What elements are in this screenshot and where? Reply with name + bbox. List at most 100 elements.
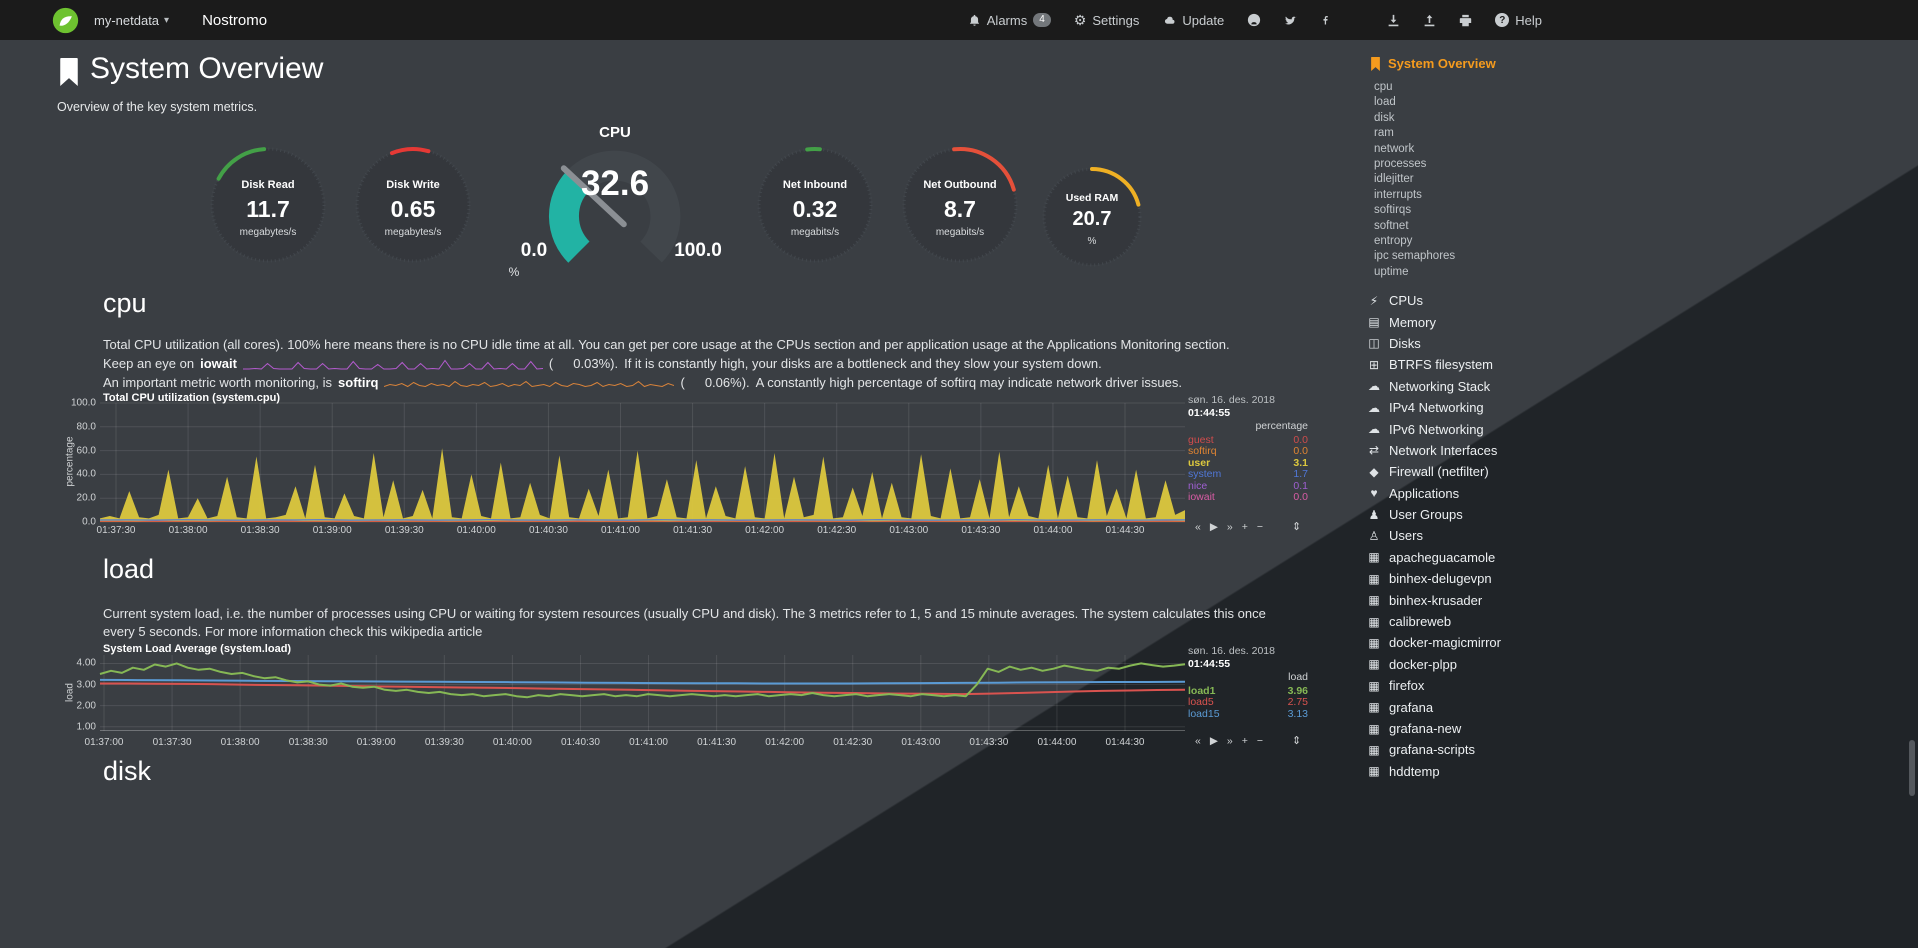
- softirq-sparkline[interactable]: [384, 377, 675, 390]
- sidebar-section-item[interactable]: ♟ User Groups: [1366, 504, 1501, 525]
- sidebar-subitem[interactable]: processes: [1374, 158, 1427, 171]
- sidebar-section-item[interactable]: ▦ grafana-new: [1366, 718, 1501, 739]
- sidebar-section-item[interactable]: ▦ grafana: [1366, 696, 1501, 717]
- sidebar-subitem[interactable]: cpu: [1374, 81, 1393, 93]
- chart-zoom-in-icon[interactable]: +: [1241, 735, 1248, 747]
- sidebar-section-item[interactable]: ☁ IPv6 Networking: [1366, 418, 1501, 439]
- sidebar-section-item[interactable]: ◫ Disks: [1366, 333, 1501, 354]
- page-subtitle: Overview of the key system metrics.: [57, 100, 258, 114]
- sidebar-subitem[interactable]: uptime: [1374, 265, 1409, 278]
- chart-zoom-out-icon[interactable]: −: [1256, 735, 1264, 747]
- net-outbound-gauge[interactable]: Net Outbound 8.7 megabits/s: [900, 145, 1020, 265]
- load-average-chart[interactable]: System Load Average (system.load) load 4…: [56, 643, 1309, 758]
- sidebar-section-item[interactable]: ♙ Users: [1366, 525, 1501, 546]
- sidebar-subitem[interactable]: idlejitter: [1374, 173, 1414, 186]
- sidebar-section-item[interactable]: ☁ IPv4 Networking: [1366, 397, 1501, 418]
- disk-write-gauge[interactable]: Disk Write 0.65 megabytes/s: [353, 145, 473, 265]
- legend-entry[interactable]: guest 0.0: [1188, 433, 1308, 446]
- iowait-sparkline[interactable]: [242, 358, 543, 371]
- legend-entry[interactable]: load5 2.75: [1188, 696, 1308, 709]
- sidebar-section-item[interactable]: ▦ binhex-krusader: [1366, 589, 1501, 610]
- update-button[interactable]: Update: [1162, 13, 1224, 28]
- twitter-button[interactable]: [1284, 14, 1298, 27]
- sidebar-section-item[interactable]: ▦ docker-magicmirror: [1366, 632, 1501, 653]
- filesystem-icon: ⊞: [1368, 357, 1380, 372]
- facebook-button[interactable]: [1321, 13, 1330, 27]
- chart-resize-handle[interactable]: ⇕: [1292, 521, 1302, 533]
- sidebar-subitem[interactable]: ipc semaphores: [1374, 250, 1456, 263]
- sidebar-subitem[interactable]: load: [1374, 96, 1396, 109]
- sidebar-section-item[interactable]: ⚡ CPUs: [1366, 290, 1501, 311]
- legend-entry[interactable]: load1 3.96: [1188, 684, 1308, 697]
- x-axis-tick: 01:37:00: [84, 737, 124, 748]
- chart-plot-area[interactable]: [99, 402, 1186, 523]
- chart-pan-backward-icon[interactable]: «: [1195, 735, 1201, 747]
- gauge-value: 11.7: [246, 196, 290, 222]
- github-icon: [1247, 13, 1261, 27]
- used-ram-gauge[interactable]: Used RAM 20.7 %: [1040, 165, 1144, 269]
- sidebar-section-item[interactable]: ♥ Applications: [1366, 483, 1501, 504]
- import-snapshot-button[interactable]: [1387, 14, 1400, 27]
- sidebar-section-item[interactable]: ▦ binhex-delugevpn: [1366, 568, 1501, 589]
- alarms-button[interactable]: Alarms 4: [968, 13, 1051, 28]
- sidebar-subitem[interactable]: network: [1374, 142, 1415, 155]
- netdata-logo[interactable]: [52, 7, 79, 34]
- sidebar-subitem[interactable]: interrupts: [1374, 188, 1422, 201]
- cpu-utilization-chart[interactable]: Total CPU utilization (system.cpu) perce…: [56, 392, 1309, 542]
- chart-plot-area[interactable]: [99, 655, 1186, 731]
- sidebar-subitem[interactable]: ram: [1374, 127, 1394, 140]
- print-button[interactable]: [1459, 14, 1472, 27]
- sidebar-subitem[interactable]: softirqs: [1374, 204, 1412, 217]
- sidebar-section-item[interactable]: ☁ Networking Stack: [1366, 376, 1501, 397]
- sidebar-section-item[interactable]: ▦ grafana-scripts: [1366, 739, 1501, 760]
- legend-entry[interactable]: load15 3.13: [1188, 707, 1308, 720]
- y-axis: 100.0 80.0 60.0 40.0 20.0 0.0: [58, 398, 98, 528]
- sidebar-section-item[interactable]: ▦ hddtemp: [1366, 761, 1501, 782]
- sidebar-section-item[interactable]: ◆ Firewall (netfilter): [1366, 461, 1501, 482]
- sidebar-item-system-overview[interactable]: System Overview: [1370, 56, 1496, 71]
- legend-entry[interactable]: system 1.7: [1188, 468, 1308, 481]
- sidebar-section-item[interactable]: ▦ apacheguacamole: [1366, 547, 1501, 568]
- cpu-gauge[interactable]: CPU 32.6 0.0 100.0 %: [500, 124, 730, 319]
- chart-zoom-out-icon[interactable]: −: [1256, 521, 1264, 533]
- x-axis-tick: 01:42:00: [765, 737, 805, 748]
- chart-play-icon[interactable]: ▶: [1209, 735, 1218, 747]
- sidebar-subitem[interactable]: entropy: [1374, 235, 1413, 248]
- legend-units: percentage: [1255, 420, 1308, 432]
- disk-read-gauge[interactable]: Disk Read 11.7 megabytes/s: [208, 145, 328, 265]
- github-button[interactable]: [1247, 13, 1261, 27]
- settings-button[interactable]: ⚙ Settings: [1074, 13, 1140, 28]
- legend-time: 01:44:55: [1188, 657, 1231, 670]
- legend-entry[interactable]: nice 0.1: [1188, 479, 1308, 492]
- x-axis-tick: 01:39:00: [356, 737, 396, 748]
- x-axis-tick: 01:43:30: [961, 525, 1001, 536]
- sidebar-section-label: firefox: [1389, 678, 1425, 694]
- user-groups-icon: ♟: [1368, 507, 1380, 522]
- legend-entry[interactable]: softirq 0.0: [1188, 445, 1308, 458]
- sidebar-section-item[interactable]: ▦ firefox: [1366, 675, 1501, 696]
- sidebar-section-item[interactable]: ▦ docker-plpp: [1366, 654, 1501, 675]
- sidebar-section-item[interactable]: ⇄ Network Interfaces: [1366, 440, 1501, 461]
- chart-pan-forward-icon[interactable]: »: [1226, 521, 1233, 533]
- iowait-note-post: If it is constantly high, your disks are…: [624, 356, 1102, 371]
- chart-pan-backward-icon[interactable]: «: [1195, 521, 1201, 533]
- sidebar-section-item[interactable]: ▤ Memory: [1366, 311, 1501, 332]
- chart-resize-handle[interactable]: ⇕: [1292, 735, 1302, 747]
- legend-entry[interactable]: iowait 0.0: [1188, 491, 1308, 504]
- sidebar-section-item[interactable]: ▦ calibreweb: [1366, 611, 1501, 632]
- export-snapshot-button[interactable]: [1423, 14, 1436, 27]
- sidebar-subitem[interactable]: disk: [1374, 111, 1395, 124]
- my-netdata-menu[interactable]: my-netdata ▾: [94, 13, 169, 28]
- softirq-note-post: A constantly high percentage of softirq …: [755, 375, 1182, 390]
- net-inbound-gauge[interactable]: Net Inbound 0.32 megabits/s: [755, 145, 875, 265]
- legend-entry[interactable]: user 3.1: [1188, 456, 1308, 469]
- sidebar-section-item[interactable]: ⊞ BTRFS filesystem: [1366, 354, 1501, 375]
- scrollbar-thumb[interactable]: [1909, 740, 1915, 796]
- help-button[interactable]: ? Help: [1495, 13, 1542, 28]
- sidebar-subitem[interactable]: softnet: [1374, 219, 1409, 232]
- chart-play-icon[interactable]: ▶: [1209, 521, 1218, 533]
- chart-pan-forward-icon[interactable]: »: [1226, 735, 1233, 747]
- chart-zoom-in-icon[interactable]: +: [1241, 521, 1248, 533]
- gauge-unit: megabytes/s: [239, 227, 297, 238]
- x-axis-tick: 01:44:30: [1105, 525, 1145, 536]
